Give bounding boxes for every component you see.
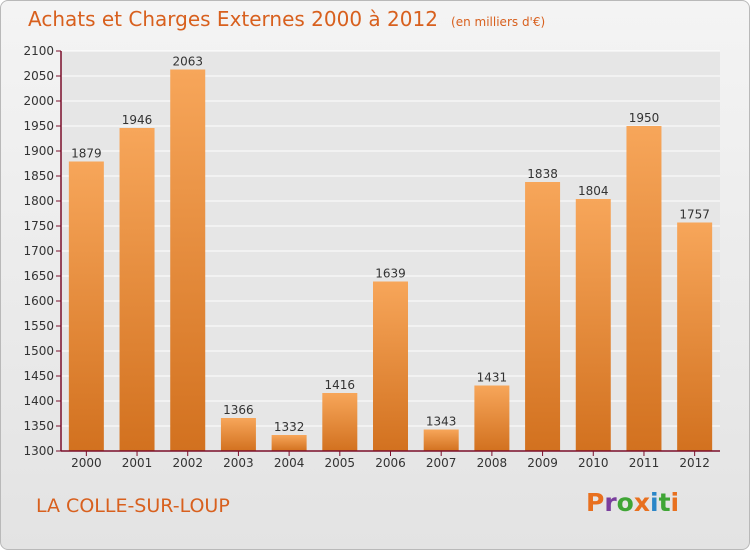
- logo-letter: r: [604, 488, 617, 517]
- x-tick-label: 2005: [325, 456, 356, 470]
- y-tick-label: 1600: [23, 294, 54, 308]
- x-tick-label: 2000: [71, 456, 102, 470]
- bar-2000: [68, 161, 104, 451]
- data-label: 1343: [426, 415, 457, 429]
- data-label: 1332: [274, 420, 305, 434]
- bar-2012: [677, 222, 713, 451]
- bar-2007: [423, 429, 459, 451]
- data-label: 1639: [375, 267, 406, 281]
- data-label: 1757: [679, 208, 710, 222]
- x-tick-label: 2006: [375, 456, 406, 470]
- x-tick-label: 2009: [527, 456, 558, 470]
- data-label: 2063: [172, 55, 203, 69]
- x-tick-label: 2001: [122, 456, 153, 470]
- chart-subtitle: (en milliers d'€): [451, 15, 546, 29]
- y-tick-label: 1450: [23, 369, 54, 383]
- y-tick-label: 1700: [23, 244, 54, 258]
- bar-2002: [170, 69, 206, 451]
- y-tick-label: 1650: [23, 269, 54, 283]
- x-tick-label: 2012: [679, 456, 710, 470]
- bar-2001: [119, 128, 155, 451]
- chart-title: Achats et Charges Externes 2000 à 2012: [28, 7, 438, 31]
- data-label: 1416: [325, 378, 356, 392]
- data-label: 1950: [629, 111, 660, 125]
- y-tick-label: 1900: [23, 144, 54, 158]
- y-tick-labels: 1300 1350 1400 1450 1500 1550 1600 1650 1700 1750…: [23, 44, 54, 458]
- logo-letter: P: [586, 488, 605, 517]
- logo-letter: t: [658, 488, 671, 517]
- proxiti-logo[interactable]: Proxiti: [586, 488, 679, 517]
- y-tick-label: 1500: [23, 344, 54, 358]
- x-tick-label: 2003: [223, 456, 254, 470]
- y-tick-label: 2050: [23, 69, 54, 83]
- data-label: 1366: [223, 403, 254, 417]
- logo-letter: i: [650, 488, 659, 517]
- bar-2006: [373, 281, 408, 451]
- x-tick-label: 2010: [578, 456, 609, 470]
- data-label: 1804: [578, 184, 609, 198]
- y-tick-label: 1750: [23, 219, 54, 233]
- y-tick-label: 1350: [23, 419, 54, 433]
- axes: [60, 51, 720, 452]
- y-tick-label: 2100: [23, 44, 54, 58]
- bar-2009: [525, 182, 561, 451]
- x-tick-label: 2011: [629, 456, 660, 470]
- y-tick-label: 1850: [23, 169, 54, 183]
- logo-letter: o: [616, 488, 634, 517]
- y-tick-label: 1400: [23, 394, 54, 408]
- bar-2008: [474, 385, 510, 451]
- bars: [68, 69, 713, 456]
- y-tick-label: 2000: [23, 94, 54, 108]
- title-block: Achats et Charges Externes 2000 à 2012 (…: [28, 7, 545, 31]
- data-label: 1879: [71, 147, 102, 161]
- data-label: 1431: [477, 371, 508, 385]
- y-tick-label: 1550: [23, 319, 54, 333]
- bar-2011: [626, 126, 662, 451]
- y-tick-label: 1300: [23, 444, 54, 458]
- data-label: 1946: [122, 113, 153, 127]
- place-name: LA COLLE-SUR-LOUP: [36, 495, 230, 517]
- bar-2003: [220, 418, 256, 451]
- y-tick-label: 1800: [23, 194, 54, 208]
- logo-letter: i: [670, 488, 680, 517]
- x-tick-labels: 2000 2001 2002 2003 2004 2005 2006 2007 2008 2009…: [71, 456, 710, 470]
- y-tick-label: 1950: [23, 119, 54, 133]
- bar-2010: [575, 199, 611, 451]
- x-tick-label: 2004: [274, 456, 305, 470]
- x-tick-label: 2007: [426, 456, 457, 470]
- x-tick-label: 2008: [477, 456, 508, 470]
- x-tick-label: 2002: [172, 456, 203, 470]
- data-labels: 1879 1946 2063 1366 1332 1416 1639 1343 1431 1838…: [71, 55, 710, 435]
- data-label: 1838: [527, 167, 558, 181]
- bar-2004: [271, 435, 307, 451]
- bar-2005: [322, 393, 358, 451]
- logo-letter: x: [633, 488, 650, 517]
